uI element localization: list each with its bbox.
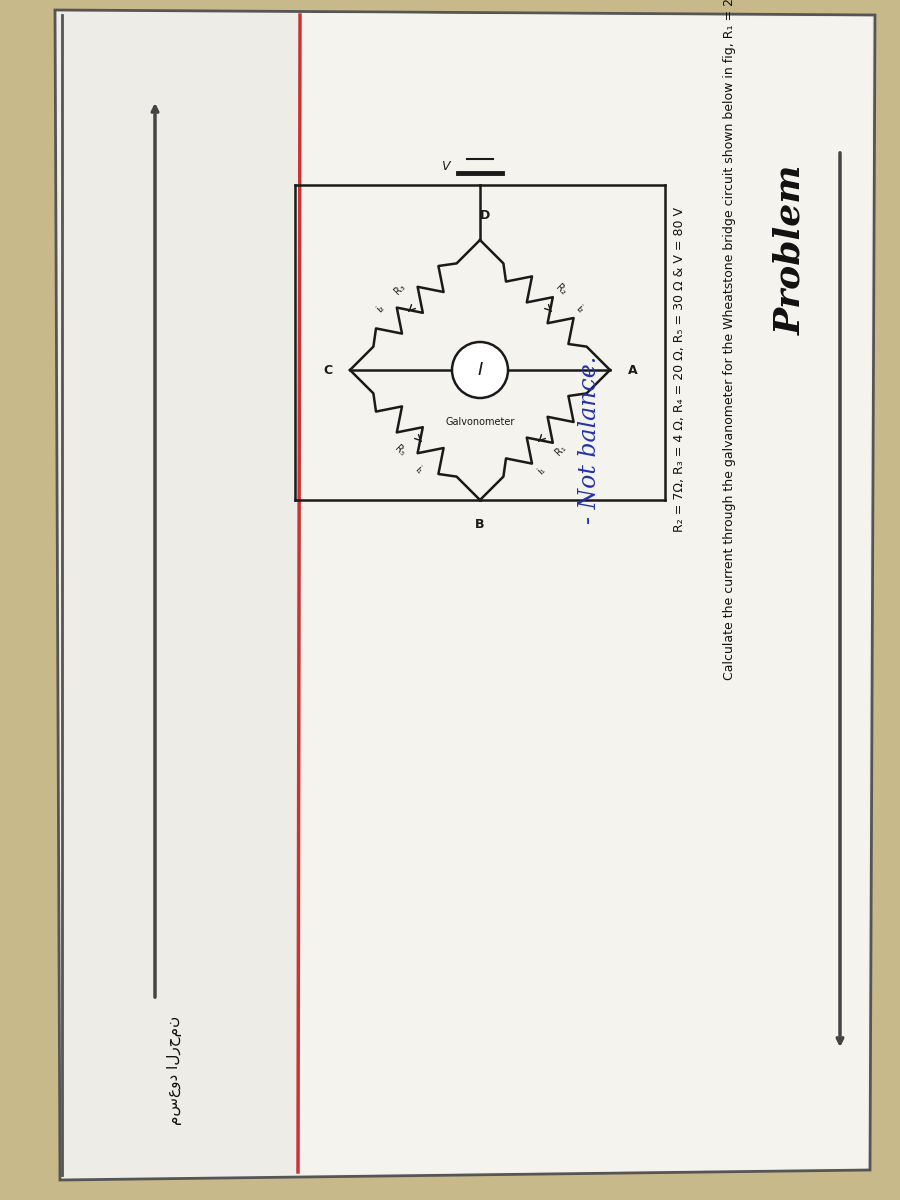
Text: B: B xyxy=(475,518,485,530)
Text: V: V xyxy=(442,160,450,173)
Text: Galvonometer: Galvonometer xyxy=(446,416,515,427)
Text: i₁: i₁ xyxy=(536,464,547,476)
Text: I: I xyxy=(477,361,482,379)
Text: R₂: R₂ xyxy=(554,282,568,296)
Text: R₂ = 7Ω, R₃ = 4 Ω, R₄ = 20 Ω, R₅ = 30 Ω & V = 80 V: R₂ = 7Ω, R₃ = 4 Ω, R₄ = 20 Ω, R₅ = 30 Ω … xyxy=(673,208,687,533)
Text: R₃: R₃ xyxy=(392,282,407,296)
Circle shape xyxy=(452,342,508,398)
Text: R₁: R₁ xyxy=(554,443,568,458)
Text: i₂: i₂ xyxy=(574,304,586,314)
Text: C: C xyxy=(323,364,332,377)
Text: i₁: i₁ xyxy=(413,464,425,476)
Polygon shape xyxy=(55,10,875,1180)
Polygon shape xyxy=(297,13,872,1175)
Text: - Not balance.: - Not balance. xyxy=(579,356,601,524)
Text: Calculate the current through the galvanometer for the Wheatstone bridge circuit: Calculate the current through the galvan… xyxy=(724,0,736,680)
Text: Problem: Problem xyxy=(773,164,807,335)
Text: D: D xyxy=(480,209,491,222)
Text: A: A xyxy=(628,364,637,377)
Text: R₅: R₅ xyxy=(392,443,407,458)
Text: i₂: i₂ xyxy=(374,304,386,314)
Text: مسعود الرحمن: مسعود الرحمن xyxy=(167,1015,183,1124)
